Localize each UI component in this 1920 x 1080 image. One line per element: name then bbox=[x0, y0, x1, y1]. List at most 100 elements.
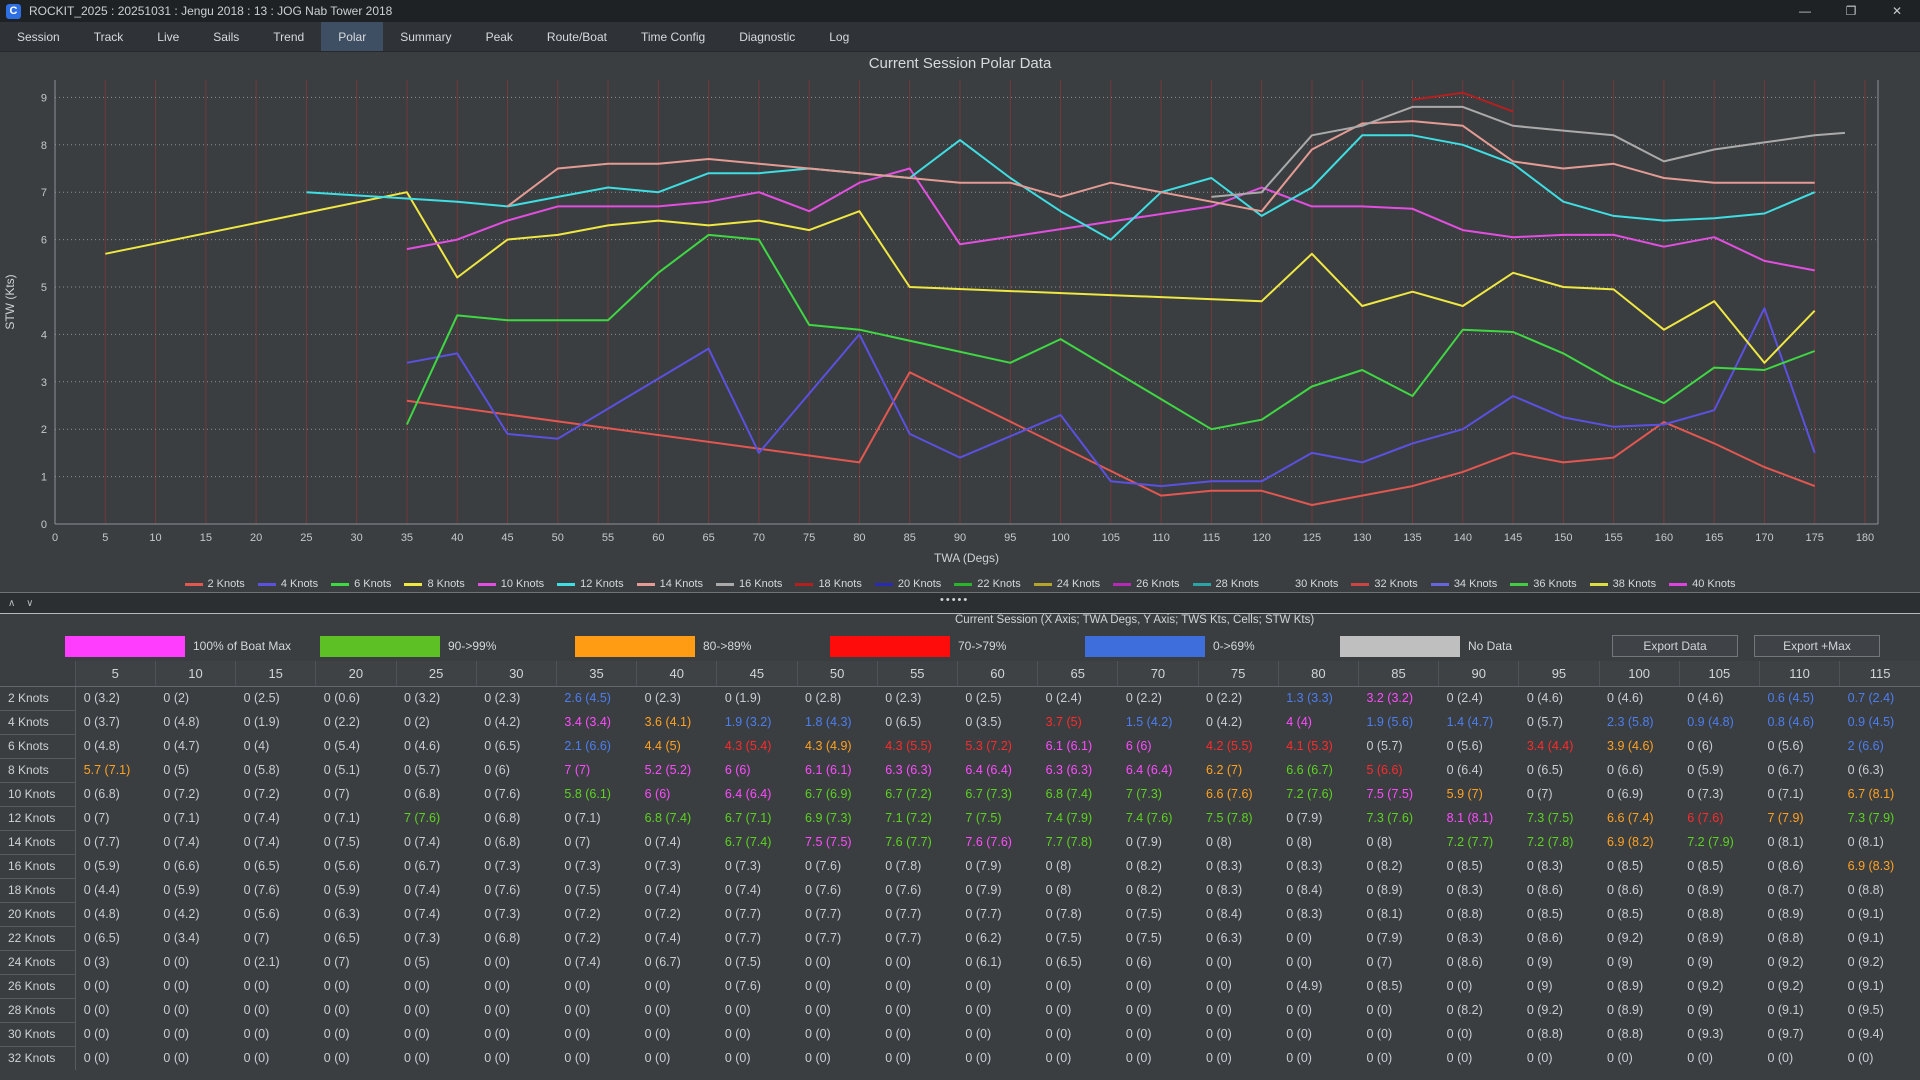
polar-cell: 0 (8.1) bbox=[1767, 835, 1804, 849]
legend-item-22-knots: 22 Knots bbox=[954, 578, 1021, 590]
menu-tab-sails[interactable]: Sails bbox=[213, 30, 240, 44]
polar-cell: 0 (5.7) bbox=[1366, 739, 1403, 753]
svg-text:55: 55 bbox=[602, 532, 614, 544]
svg-text:50: 50 bbox=[552, 532, 564, 544]
polar-cell: 1.9 (5.6) bbox=[1366, 715, 1413, 729]
table-row-30-knots: 30 Knots 0 (0) 0 (0) 0 (0) 0 (0) 0 (0) 0 (0) 0 … bbox=[0, 1021, 1920, 1046]
polar-cell: 0 (9.2) bbox=[1526, 1003, 1563, 1017]
minimize-button[interactable]: — bbox=[1799, 4, 1811, 18]
polar-cell: 0 (0) bbox=[1687, 1051, 1713, 1065]
polar-cell: 4.3 (5.4) bbox=[724, 739, 772, 753]
menu-tab-track[interactable]: Track bbox=[93, 30, 124, 44]
polar-cell: 4.3 (4.9) bbox=[805, 739, 852, 753]
menu-tab-summary[interactable]: Summary bbox=[400, 30, 452, 44]
polar-cell: 0 (5.9) bbox=[1687, 763, 1724, 777]
column-header-twa-60: 60 bbox=[956, 661, 1038, 687]
svg-text:125: 125 bbox=[1303, 532, 1321, 544]
polar-cell: 1.9 (3.2) bbox=[724, 715, 772, 729]
polar-cell: 0 (8.3) bbox=[1446, 883, 1483, 897]
legend-swatch-icon bbox=[477, 582, 496, 586]
menu-tab-log[interactable]: Log bbox=[829, 30, 850, 44]
polar-cell: 0 (0) bbox=[1125, 979, 1152, 993]
panel-splitter[interactable]: ∧ ∨ ••••• bbox=[0, 592, 1920, 614]
svg-text:3: 3 bbox=[41, 377, 47, 389]
menu-tab-polar[interactable]: Polar bbox=[321, 22, 384, 51]
polar-cell: 2.6 (4.5) bbox=[564, 691, 611, 706]
legend-item-16-knots: 16 Knots bbox=[716, 578, 782, 590]
polar-cell: 0 (4.7) bbox=[163, 739, 200, 753]
legend-swatch-icon bbox=[184, 582, 203, 586]
polar-cell: 0 (7.4) bbox=[163, 835, 200, 849]
export-data-button[interactable]: Export Data bbox=[1612, 635, 1738, 657]
menu-tab-route-boat[interactable]: Route/Boat bbox=[546, 30, 607, 44]
svg-text:80: 80 bbox=[853, 532, 865, 544]
polar-cell: 0 (0) bbox=[243, 979, 270, 993]
polar-cell: 0 (9.5) bbox=[1847, 1003, 1884, 1017]
polar-cell: 0 (0) bbox=[1366, 1003, 1393, 1017]
polar-cell: 0 (4.8) bbox=[83, 907, 120, 921]
polar-cell: 0 (0) bbox=[1045, 979, 1072, 993]
menu-tab-live[interactable]: Live bbox=[157, 30, 180, 44]
polar-cell: 6 (6) bbox=[724, 763, 751, 777]
color-key-row: 100% of Boat Max 90->99% 80->89% 70->79% 0->… bbox=[0, 631, 1920, 661]
polar-cell: 0 (8.6) bbox=[1446, 955, 1483, 969]
column-header-twa-115: 115 bbox=[1839, 661, 1920, 687]
polar-cell: 0 (0) bbox=[404, 1051, 430, 1065]
color-key-item: 0->69% bbox=[1085, 635, 1340, 657]
column-header-twa-55: 55 bbox=[876, 661, 958, 687]
splitter-collapse-arrows[interactable]: ∧ ∨ bbox=[8, 597, 38, 609]
svg-text:105: 105 bbox=[1102, 532, 1120, 544]
polar-cell: 0 (7.2) bbox=[564, 931, 601, 945]
polar-cell: 0.7 (2.4) bbox=[1847, 691, 1895, 706]
polar-cell: 0 (6.3) bbox=[1847, 763, 1884, 777]
polar-cell: 0 (6.6) bbox=[1607, 763, 1644, 777]
polar-cell: 0 (0) bbox=[805, 1003, 831, 1017]
polar-cell: 0 (6.5) bbox=[1045, 955, 1082, 969]
polar-cell: 0 (0) bbox=[805, 1051, 831, 1065]
polar-cell: 0 (0) bbox=[163, 1051, 190, 1065]
polar-cell: 0 (0) bbox=[83, 1027, 110, 1041]
menu-tab-time-config[interactable]: Time Config bbox=[640, 30, 706, 44]
column-header-twa-85: 85 bbox=[1357, 661, 1439, 687]
menu-tab-diagnostic[interactable]: Diagnostic bbox=[739, 30, 796, 44]
row-label: 22 Knots bbox=[0, 925, 76, 950]
polar-cell: 0 (0) bbox=[83, 979, 110, 993]
polar-cell: 0 (5) bbox=[163, 763, 190, 777]
color-key-swatch bbox=[1085, 635, 1205, 657]
series-line-14-knots bbox=[506, 120, 1815, 213]
polar-cell: 0.9 (4.5) bbox=[1847, 715, 1895, 729]
svg-text:4: 4 bbox=[41, 329, 47, 341]
legend-swatch-icon bbox=[1192, 582, 1211, 586]
polar-cell: 0 (7) bbox=[323, 955, 350, 969]
svg-text:9: 9 bbox=[41, 92, 47, 104]
menu-tab-peak[interactable]: Peak bbox=[485, 30, 513, 44]
polar-cell: 6.6 (7.4) bbox=[1607, 811, 1654, 825]
restore-button[interactable]: ❐ bbox=[1845, 4, 1857, 18]
polar-cell: 6.9 (8.2) bbox=[1607, 835, 1654, 849]
menu-tab-session[interactable]: Session bbox=[17, 30, 60, 44]
polar-cell: 4.2 (5.5) bbox=[1206, 739, 1253, 753]
column-header-twa-100: 100 bbox=[1598, 661, 1680, 687]
polar-cell: 0 (4.6) bbox=[404, 739, 441, 753]
polar-cell: 0 (8.5) bbox=[1446, 859, 1483, 873]
row-label: 28 Knots bbox=[0, 997, 76, 1022]
polar-cell: 0 (0) bbox=[243, 1027, 270, 1041]
polar-cell: 0 (7.7) bbox=[805, 931, 842, 945]
polar-cell: 0 (7.9) bbox=[1125, 835, 1162, 849]
polar-cell: 7.2 (7.8) bbox=[1526, 835, 1574, 849]
legend-item-38-knots: 38 Knots bbox=[1589, 578, 1656, 590]
menu-tab-trend[interactable]: Trend bbox=[273, 30, 305, 44]
polar-cell: 0 (9.1) bbox=[1847, 931, 1884, 945]
close-button[interactable]: ✕ bbox=[1891, 4, 1903, 18]
column-header-twa-20: 20 bbox=[315, 661, 396, 687]
polar-cell: 0 (6.8) bbox=[404, 787, 441, 801]
export-max-button[interactable]: Export +Max bbox=[1754, 635, 1880, 657]
color-key-label: 100% of Boat Max bbox=[193, 639, 292, 653]
polar-cell: 0 (7.7) bbox=[805, 907, 842, 921]
polar-cell: 2 (6.6) bbox=[1847, 739, 1884, 753]
polar-cell: 0 (0) bbox=[243, 1051, 270, 1065]
legend-label: 30 Knots bbox=[1294, 578, 1339, 590]
polar-cell: 0 (8.8) bbox=[1847, 883, 1884, 897]
splitter-drag-handle-icon[interactable]: ••••• bbox=[940, 594, 970, 606]
row-label: 26 Knots bbox=[0, 973, 76, 998]
